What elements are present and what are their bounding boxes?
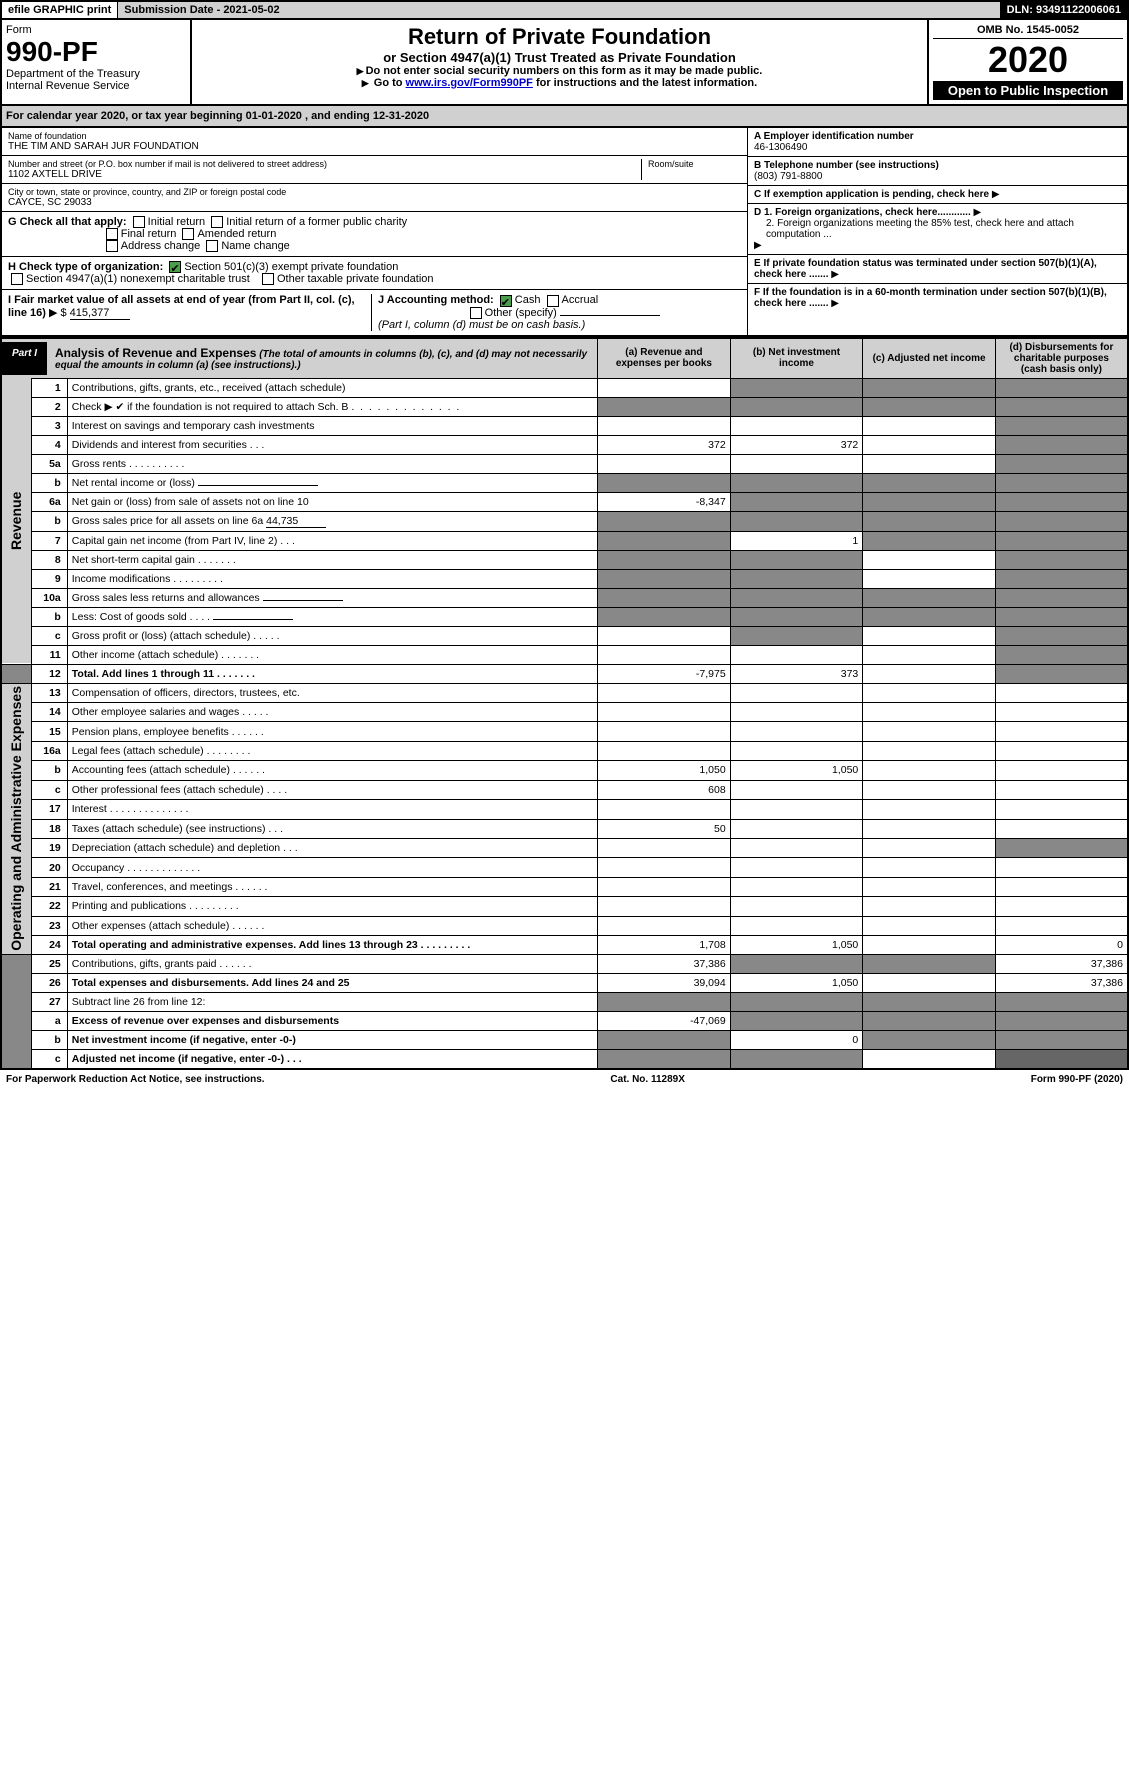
addr-label: Number and street (or P.O. box number if… [8,159,641,169]
cat-no: Cat. No. 11289X [610,1074,684,1085]
dln: DLN: 93491122006061 [1001,2,1127,18]
form-header: Form 990-PF Department of the Treasury I… [0,20,1129,106]
dept: Department of the Treasury [6,68,186,80]
irs: Internal Revenue Service [6,80,186,92]
form-title: Return of Private Foundation [196,24,923,50]
phone-label: B Telephone number (see instructions) [754,160,939,171]
city-label: City or town, state or province, country… [8,187,741,197]
checkbox-cash[interactable]: ✔ [500,295,512,307]
efile-label: efile GRAPHIC print [2,2,118,18]
checkbox-final[interactable] [106,228,118,240]
checkbox-address[interactable] [106,240,118,252]
phone: (803) 791-8800 [754,171,822,182]
ein: 46-1306490 [754,142,807,153]
address: 1102 AXTELL DRIVE [8,169,641,180]
omb-number: OMB No. 1545-0052 [933,24,1123,39]
revenue-label: Revenue [1,378,32,664]
fmv-value: 415,377 [70,307,130,320]
h-check-row: H Check type of organization: ✔Section 5… [2,257,747,290]
col-a: (a) Revenue and expenses per books [598,338,731,379]
part1-tag: Part I [2,342,47,375]
info-block: Name of foundation THE TIM AND SARAH JUR… [0,128,1129,337]
room-label: Room/suite [648,159,741,169]
submission-date: Submission Date - 2021-05-02 [118,2,1000,18]
checkbox-initial[interactable] [133,216,145,228]
col-d: (d) Disbursements for charitable purpose… [995,338,1128,379]
form-label: Form [6,24,186,36]
checkbox-accrual[interactable] [547,295,559,307]
name-label: Name of foundation [8,131,741,141]
checkbox-amended[interactable] [182,228,194,240]
ij-row: I Fair market value of all assets at end… [2,290,747,334]
note-ssn: Do not enter social security numbers on … [196,65,923,77]
form-subtitle: or Section 4947(a)(1) Trust Treated as P… [196,50,923,65]
checkbox-schb[interactable]: ✔ [115,401,124,413]
calendar-year: For calendar year 2020, or tax year begi… [0,106,1129,128]
checkbox-other-tax[interactable] [262,273,274,285]
paperwork-notice: For Paperwork Reduction Act Notice, see … [6,1074,265,1085]
tax-year: 2020 [933,39,1123,81]
part1-table: Part I Analysis of Revenue and Expenses … [0,337,1129,1071]
checkbox-name[interactable] [206,240,218,252]
irs-link[interactable]: www.irs.gov/Form990PF [406,77,533,89]
note-link: Go to www.irs.gov/Form990PF for instruct… [196,77,923,89]
col-c: (c) Adjusted net income [863,338,996,379]
city: CAYCE, SC 29033 [8,197,741,208]
form-ref: Form 990-PF (2020) [1031,1074,1123,1085]
checkbox-4947[interactable] [11,273,23,285]
expenses-label: Operating and Administrative Expenses [1,683,32,955]
topbar: efile GRAPHIC print Submission Date - 20… [0,0,1129,20]
checkbox-initial-former[interactable] [211,216,223,228]
col-b: (b) Net investment income [730,338,863,379]
footer: For Paperwork Reduction Act Notice, see … [0,1070,1129,1089]
checkbox-other-method[interactable] [470,307,482,319]
g-check-row: G Check all that apply: Initial return I… [2,212,747,257]
ein-label: A Employer identification number [754,131,914,142]
foundation-name: THE TIM AND SARAH JUR FOUNDATION [8,141,741,152]
form-number: 990-PF [6,36,186,68]
open-inspection: Open to Public Inspection [933,81,1123,100]
checkbox-501c3[interactable]: ✔ [169,261,181,273]
